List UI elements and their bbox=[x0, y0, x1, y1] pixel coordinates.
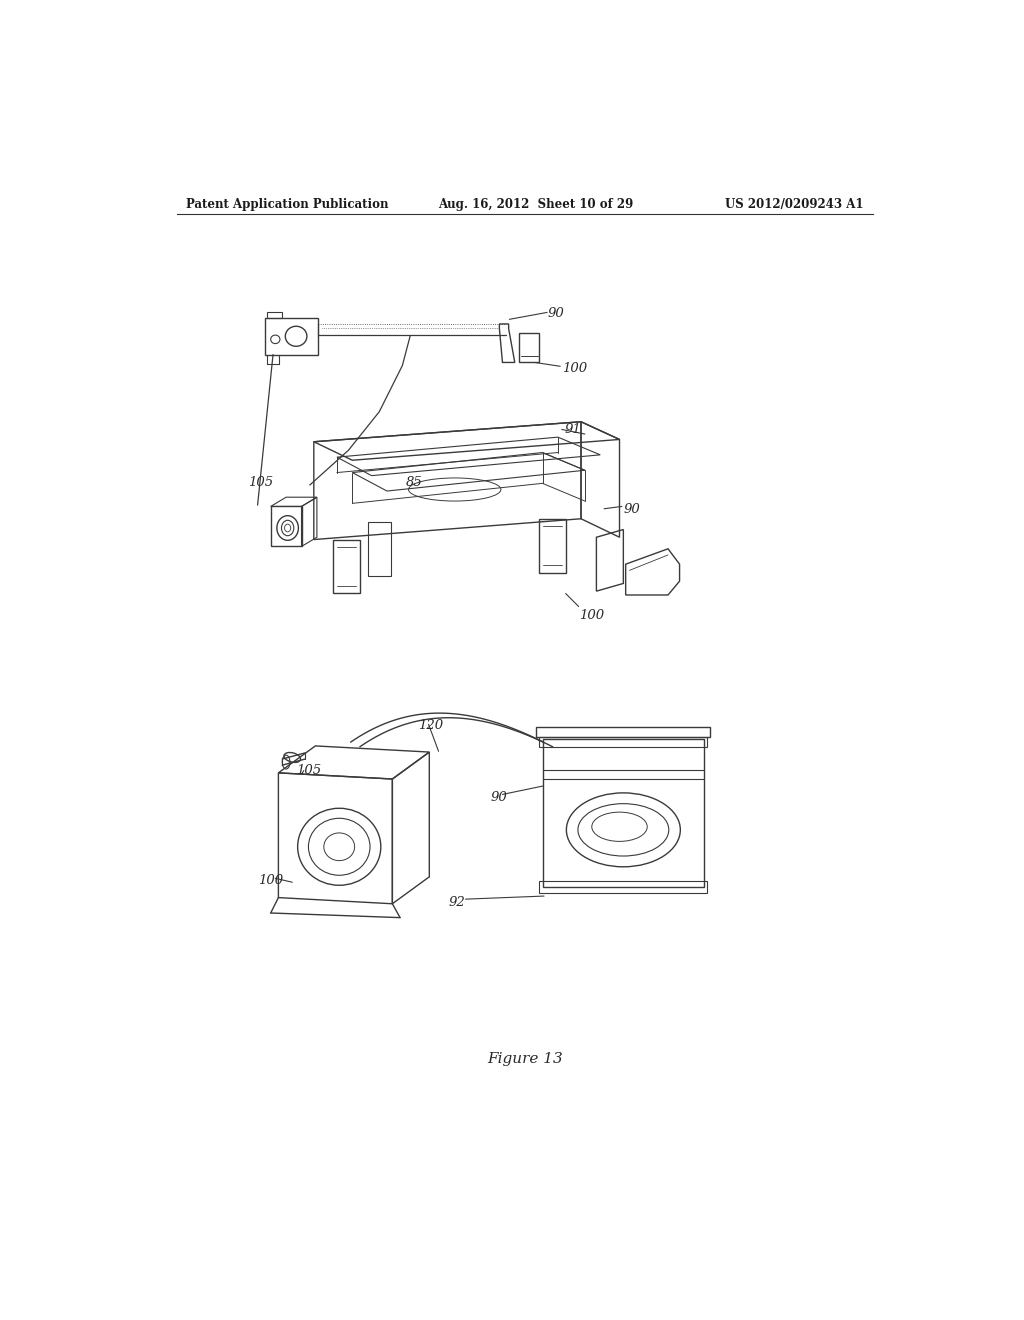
Text: Patent Application Publication: Patent Application Publication bbox=[186, 198, 388, 211]
Text: 100: 100 bbox=[258, 874, 283, 887]
Text: 105: 105 bbox=[248, 477, 272, 490]
Text: 105: 105 bbox=[296, 764, 322, 777]
Text: 100: 100 bbox=[562, 363, 587, 375]
Text: Aug. 16, 2012  Sheet 10 of 29: Aug. 16, 2012 Sheet 10 of 29 bbox=[438, 198, 634, 211]
Text: 100: 100 bbox=[579, 609, 604, 622]
Text: 90: 90 bbox=[624, 503, 640, 516]
Text: 90: 90 bbox=[548, 308, 564, 319]
Text: 85: 85 bbox=[407, 477, 423, 490]
Text: 120: 120 bbox=[418, 719, 443, 733]
Text: 91: 91 bbox=[564, 422, 581, 436]
Text: US 2012/0209243 A1: US 2012/0209243 A1 bbox=[725, 198, 863, 211]
Text: Figure 13: Figure 13 bbox=[487, 1052, 562, 1065]
Text: 90: 90 bbox=[490, 792, 507, 804]
Text: 92: 92 bbox=[449, 896, 465, 909]
